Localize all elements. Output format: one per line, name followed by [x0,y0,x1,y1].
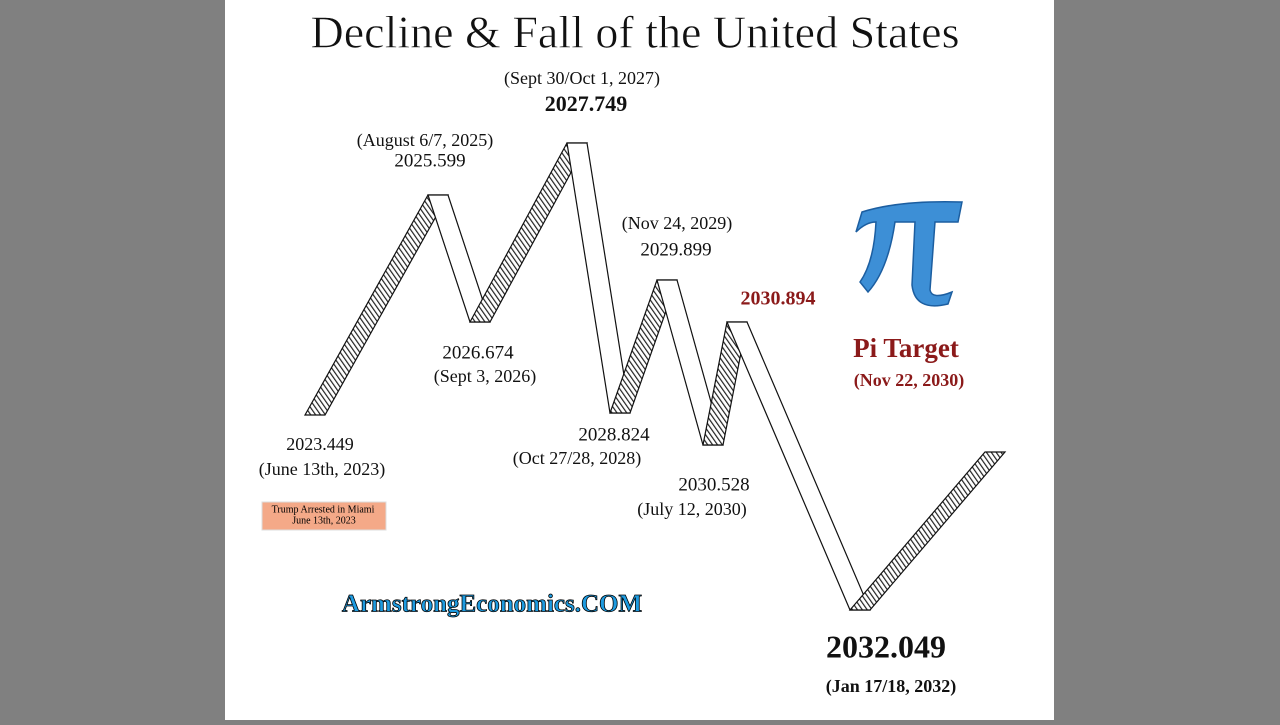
point-value: 2029.899 [640,239,711,260]
watermark: ArmstrongEconomics.COM [342,591,642,618]
point-value: 2030.894 [741,288,816,310]
rising-leg [848,451,1007,611]
title: Decline & Fall of the United States [311,7,960,58]
pi-symbol [855,200,963,307]
point-date: (Oct 27/28, 2028) [513,448,641,469]
point-date: (August 6/7, 2025) [357,130,494,151]
note-line: June 13th, 2023 [292,515,356,526]
point-date: (Nov 24, 2029) [622,213,733,234]
point-value: 2025.599 [394,150,465,171]
point-date: (July 12, 2030) [637,499,747,520]
point-value: 2030.528 [678,474,749,495]
pi-target-date: (Nov 22, 2030) [854,370,965,391]
note-box [261,501,387,531]
pi-target-label: Pi Target [853,333,959,363]
note-line: Trump Arrested in Miami [272,504,375,515]
point-date: (June 13th, 2023) [259,459,385,480]
point-value: 2026.674 [442,342,514,363]
point-value: 2023.449 [286,434,354,454]
point-value: 2028.824 [578,424,650,445]
point-date: (Sept 3, 2026) [434,366,537,387]
point-value: 2027.749 [545,91,628,116]
zigzag-ribbon [303,142,1007,611]
point-value: 2032.049 [826,628,946,664]
point-date: (Sept 30/Oct 1, 2027) [504,68,660,89]
point-date: (Jan 17/18, 2032) [826,676,957,697]
